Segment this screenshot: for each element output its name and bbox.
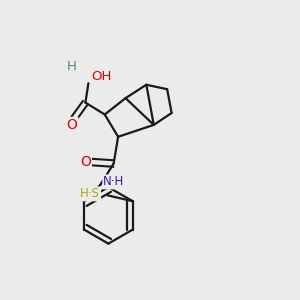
Text: O: O bbox=[80, 155, 91, 169]
Text: H·S: H·S bbox=[80, 187, 100, 200]
Text: N·H: N·H bbox=[103, 176, 124, 188]
Text: O: O bbox=[67, 118, 77, 132]
Text: OH: OH bbox=[92, 70, 112, 83]
Text: H: H bbox=[67, 60, 77, 74]
